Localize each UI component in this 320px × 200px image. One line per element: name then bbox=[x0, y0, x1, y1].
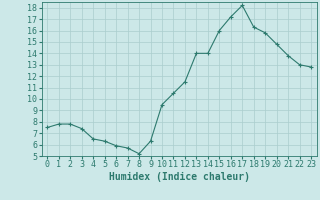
X-axis label: Humidex (Indice chaleur): Humidex (Indice chaleur) bbox=[109, 172, 250, 182]
